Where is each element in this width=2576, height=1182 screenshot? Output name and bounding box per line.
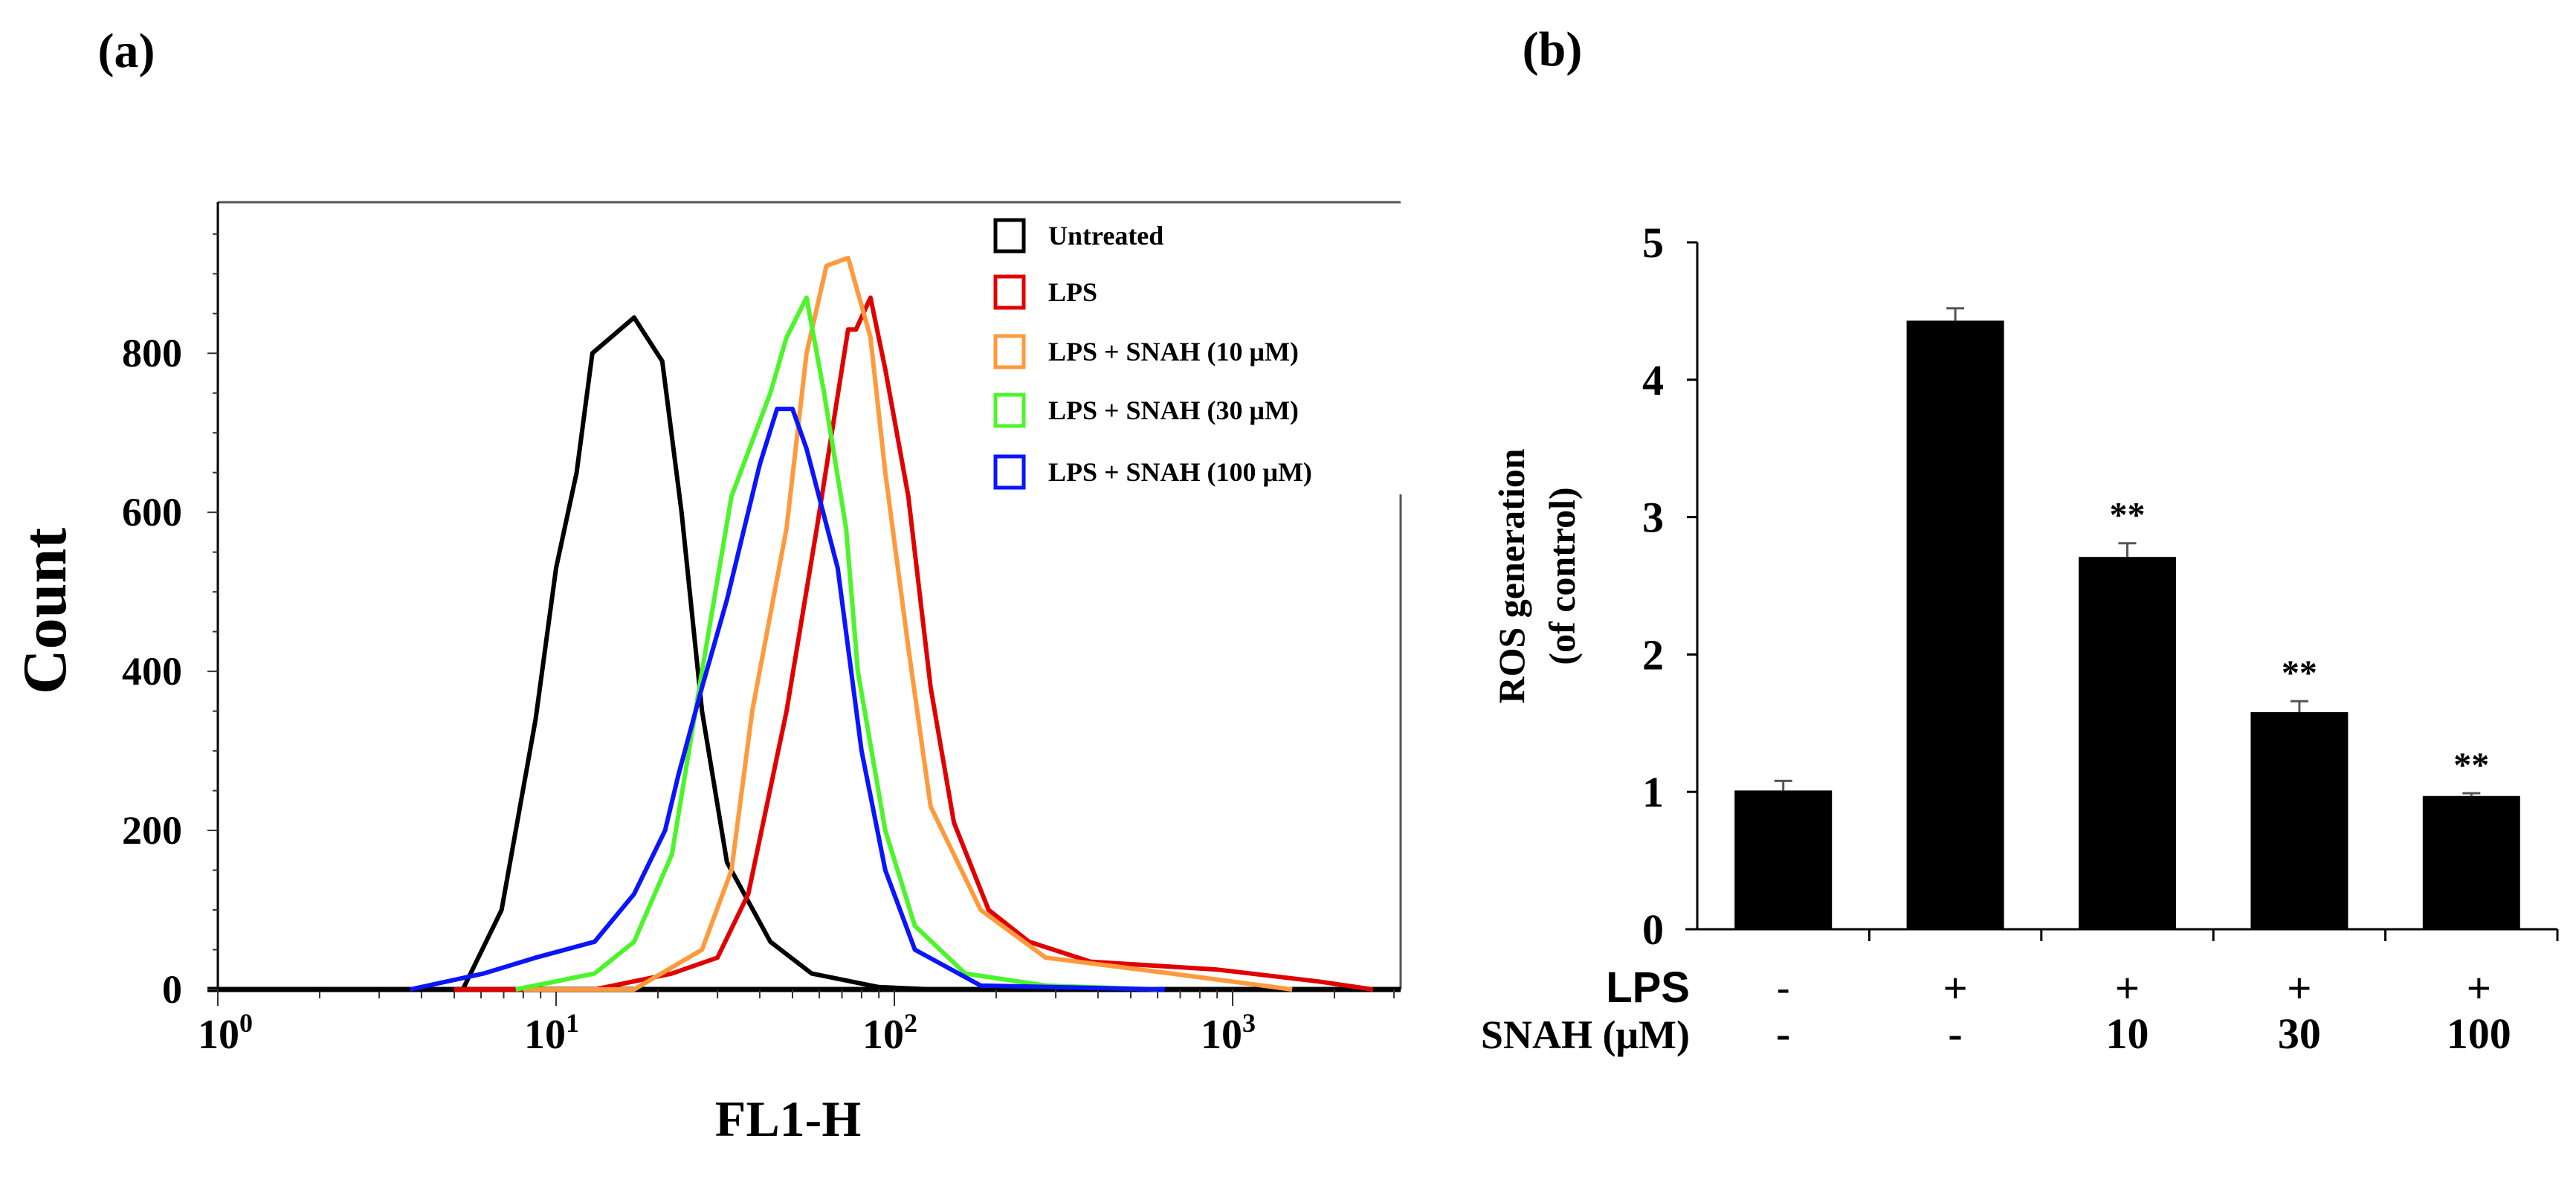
x-tick-exponent: 3: [1242, 1008, 1256, 1038]
legend-label-0: Untreated: [1048, 221, 1163, 251]
x-tick-base: 10: [524, 1012, 566, 1058]
y-axis-title-2: (of control): [1541, 487, 1583, 665]
y-axis-title: ROS generation: [1491, 448, 1532, 703]
condition-value: +: [1943, 964, 1968, 1011]
panel-a-label: (a): [98, 24, 155, 78]
series-line-2: [523, 255, 1293, 992]
legend-swatch-0: [993, 218, 1026, 253]
x-tick-exponent: 0: [239, 1008, 253, 1038]
condition-row-label: SNAH (μM): [1481, 1013, 1690, 1057]
bar-0: [1734, 790, 1833, 929]
condition-value: 100: [2447, 1010, 2511, 1058]
x-tick-base: 10: [862, 1012, 904, 1058]
legend-label-1: LPS: [1048, 277, 1097, 307]
significance-label: **: [2453, 746, 2489, 785]
condition-value: 10: [2106, 1010, 2149, 1058]
series-line-1: [454, 295, 1374, 992]
x-tick-label: 101: [524, 1008, 579, 1058]
condition-table: LPS - + + + +SNAH (μM) - -10 30 100: [1481, 963, 2511, 1058]
condition-value: -: [1776, 964, 1790, 1011]
legend-label-2: LPS + SNAH (10 μM): [1048, 337, 1299, 366]
series-line-0: [277, 315, 933, 992]
series-line-4: [409, 407, 1165, 992]
y-tick-label: 800: [122, 331, 182, 375]
x-axis-ticks: 100 101 102 103: [198, 989, 1395, 1058]
x-tick-label: 102: [862, 1008, 917, 1058]
y-tick-label: 600: [122, 490, 182, 535]
bar-3: [2250, 712, 2349, 929]
y-axis-ticks: 0 200 400 600 800: [122, 233, 218, 1012]
y-tick-label: 400: [122, 649, 182, 694]
x-tick-base: 10: [1201, 1012, 1242, 1058]
x-tick-exponent: 1: [566, 1008, 579, 1038]
legend: Untreated LPS LPS + SNAH (10 μM) LPS + SNAH…: [993, 218, 1312, 490]
bar-4: [2422, 795, 2520, 929]
legend-label-4: LPS + SNAH (100 μM): [1048, 457, 1312, 487]
y-tick-label: 0: [1642, 905, 1664, 954]
legend-label-3: LPS + SNAH (30 μM): [1048, 395, 1299, 425]
legend-swatch-2: [993, 334, 1026, 369]
y-tick-label: 3: [1642, 494, 1664, 542]
condition-row-label: LPS: [1606, 963, 1690, 1012]
y-tick-label: 200: [122, 808, 182, 853]
legend-swatch-4: [993, 454, 1026, 490]
condition-value: 30: [2278, 1010, 2321, 1058]
series-line-3: [515, 295, 1158, 992]
y-tick-label: 5: [1642, 219, 1664, 267]
significance-label: **: [2282, 653, 2317, 693]
condition-value: +: [2288, 964, 2312, 1011]
bar-2: [2079, 557, 2176, 929]
bars: ** ** **: [1734, 307, 2520, 929]
legend-swatch-3: [993, 393, 1026, 428]
condition-value: -: [1776, 1010, 1790, 1058]
y-axis-title: Count: [10, 528, 80, 694]
y-tick-label: 4: [1642, 356, 1664, 404]
x-tick-base: 10: [198, 1012, 239, 1058]
x-tick-exponent: 2: [904, 1008, 917, 1038]
y-axis-title-line1: ROS generation: [1491, 448, 1532, 703]
x-tick-label: 103: [1201, 1008, 1256, 1058]
x-axis-title: FL1-H: [715, 1091, 861, 1147]
panel-b-label: (b): [1523, 22, 1583, 77]
y-tick-label: 0: [162, 967, 182, 1012]
condition-value: -: [1948, 1010, 1962, 1058]
x-tick-label: 100: [198, 1008, 253, 1058]
y-tick-label: 2: [1642, 630, 1664, 679]
condition-value: +: [2467, 964, 2491, 1011]
significance-label: **: [2110, 496, 2146, 535]
y-axis-title-line2: (of control): [1541, 487, 1583, 665]
legend-swatch-1: [993, 274, 1026, 310]
condition-value: +: [2115, 964, 2140, 1011]
histogram-curves: [277, 255, 1374, 992]
bar-1: [1906, 320, 2004, 929]
y-tick-label: 1: [1642, 768, 1664, 816]
